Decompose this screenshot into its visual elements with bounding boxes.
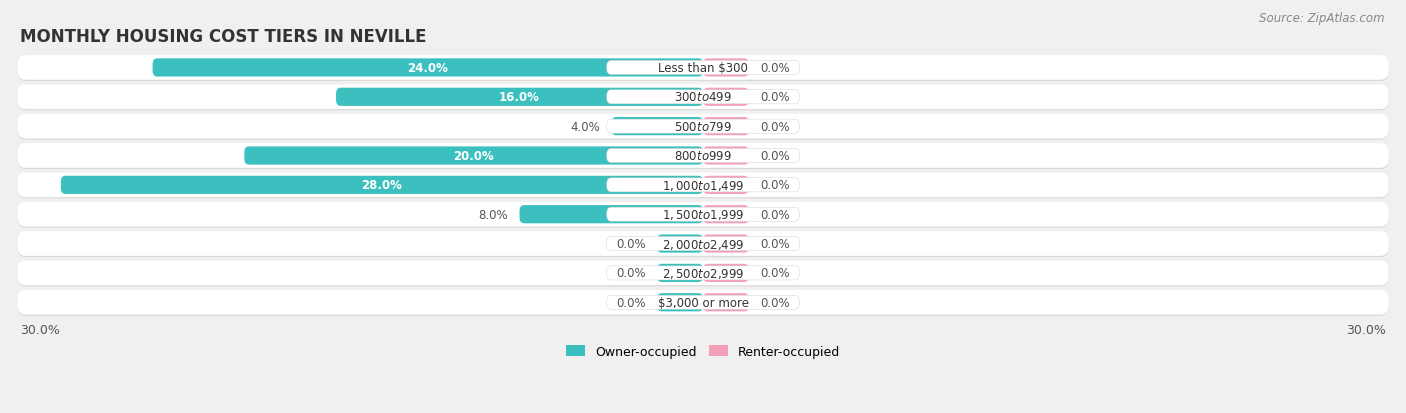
Text: $1,000 to $1,499: $1,000 to $1,499 bbox=[662, 178, 744, 192]
Text: MONTHLY HOUSING COST TIERS IN NEVILLE: MONTHLY HOUSING COST TIERS IN NEVILLE bbox=[20, 28, 426, 45]
FancyBboxPatch shape bbox=[17, 290, 1389, 315]
FancyBboxPatch shape bbox=[17, 292, 1389, 316]
FancyBboxPatch shape bbox=[703, 176, 749, 195]
FancyBboxPatch shape bbox=[17, 57, 1389, 82]
FancyBboxPatch shape bbox=[17, 232, 1389, 256]
FancyBboxPatch shape bbox=[336, 88, 703, 107]
FancyBboxPatch shape bbox=[17, 86, 1389, 111]
Text: 4.0%: 4.0% bbox=[569, 120, 600, 133]
Text: 0.0%: 0.0% bbox=[761, 237, 790, 250]
FancyBboxPatch shape bbox=[17, 174, 1389, 199]
FancyBboxPatch shape bbox=[703, 88, 749, 107]
Text: 24.0%: 24.0% bbox=[408, 62, 449, 75]
FancyBboxPatch shape bbox=[606, 120, 800, 134]
Text: 0.0%: 0.0% bbox=[761, 208, 790, 221]
FancyBboxPatch shape bbox=[703, 118, 749, 136]
Text: $300 to $499: $300 to $499 bbox=[673, 91, 733, 104]
FancyBboxPatch shape bbox=[245, 147, 703, 165]
Text: 0.0%: 0.0% bbox=[761, 296, 790, 309]
Text: $800 to $999: $800 to $999 bbox=[673, 150, 733, 163]
Text: 0.0%: 0.0% bbox=[616, 296, 645, 309]
FancyBboxPatch shape bbox=[17, 114, 1389, 139]
FancyBboxPatch shape bbox=[703, 235, 749, 253]
FancyBboxPatch shape bbox=[703, 59, 749, 77]
FancyBboxPatch shape bbox=[657, 235, 703, 253]
Text: $2,000 to $2,499: $2,000 to $2,499 bbox=[662, 237, 744, 251]
FancyBboxPatch shape bbox=[17, 262, 1389, 287]
Text: $3,000 or more: $3,000 or more bbox=[658, 296, 748, 309]
FancyBboxPatch shape bbox=[703, 206, 749, 224]
Text: $1,500 to $1,999: $1,500 to $1,999 bbox=[662, 208, 744, 222]
FancyBboxPatch shape bbox=[17, 204, 1389, 228]
FancyBboxPatch shape bbox=[17, 116, 1389, 140]
FancyBboxPatch shape bbox=[606, 266, 800, 280]
Text: 0.0%: 0.0% bbox=[761, 179, 790, 192]
Text: 30.0%: 30.0% bbox=[1347, 323, 1386, 336]
Text: 0.0%: 0.0% bbox=[761, 150, 790, 163]
Text: $500 to $799: $500 to $799 bbox=[673, 120, 733, 133]
FancyBboxPatch shape bbox=[606, 295, 800, 310]
FancyBboxPatch shape bbox=[606, 237, 800, 251]
Text: Source: ZipAtlas.com: Source: ZipAtlas.com bbox=[1260, 12, 1385, 25]
Text: 28.0%: 28.0% bbox=[361, 179, 402, 192]
Text: 0.0%: 0.0% bbox=[761, 62, 790, 75]
FancyBboxPatch shape bbox=[657, 264, 703, 282]
FancyBboxPatch shape bbox=[17, 173, 1389, 198]
Legend: Owner-occupied, Renter-occupied: Owner-occupied, Renter-occupied bbox=[561, 340, 845, 363]
Text: 16.0%: 16.0% bbox=[499, 91, 540, 104]
Text: 20.0%: 20.0% bbox=[453, 150, 494, 163]
FancyBboxPatch shape bbox=[17, 233, 1389, 257]
FancyBboxPatch shape bbox=[17, 261, 1389, 285]
Text: 0.0%: 0.0% bbox=[616, 237, 645, 250]
Text: 0.0%: 0.0% bbox=[761, 267, 790, 280]
FancyBboxPatch shape bbox=[17, 56, 1389, 81]
Text: $2,500 to $2,999: $2,500 to $2,999 bbox=[662, 266, 744, 280]
Text: 8.0%: 8.0% bbox=[478, 208, 508, 221]
Text: 0.0%: 0.0% bbox=[761, 120, 790, 133]
FancyBboxPatch shape bbox=[606, 178, 800, 192]
FancyBboxPatch shape bbox=[153, 59, 703, 77]
FancyBboxPatch shape bbox=[17, 85, 1389, 110]
FancyBboxPatch shape bbox=[606, 208, 800, 222]
FancyBboxPatch shape bbox=[703, 264, 749, 282]
FancyBboxPatch shape bbox=[703, 147, 749, 165]
Text: 0.0%: 0.0% bbox=[761, 91, 790, 104]
Text: 30.0%: 30.0% bbox=[20, 323, 59, 336]
FancyBboxPatch shape bbox=[60, 176, 703, 195]
FancyBboxPatch shape bbox=[17, 144, 1389, 169]
FancyBboxPatch shape bbox=[657, 294, 703, 311]
FancyBboxPatch shape bbox=[606, 61, 800, 75]
FancyBboxPatch shape bbox=[520, 206, 703, 224]
FancyBboxPatch shape bbox=[17, 202, 1389, 227]
FancyBboxPatch shape bbox=[606, 90, 800, 104]
FancyBboxPatch shape bbox=[612, 118, 703, 136]
FancyBboxPatch shape bbox=[606, 149, 800, 163]
FancyBboxPatch shape bbox=[703, 294, 749, 311]
Text: Less than $300: Less than $300 bbox=[658, 62, 748, 75]
FancyBboxPatch shape bbox=[17, 145, 1389, 170]
Text: 0.0%: 0.0% bbox=[616, 267, 645, 280]
